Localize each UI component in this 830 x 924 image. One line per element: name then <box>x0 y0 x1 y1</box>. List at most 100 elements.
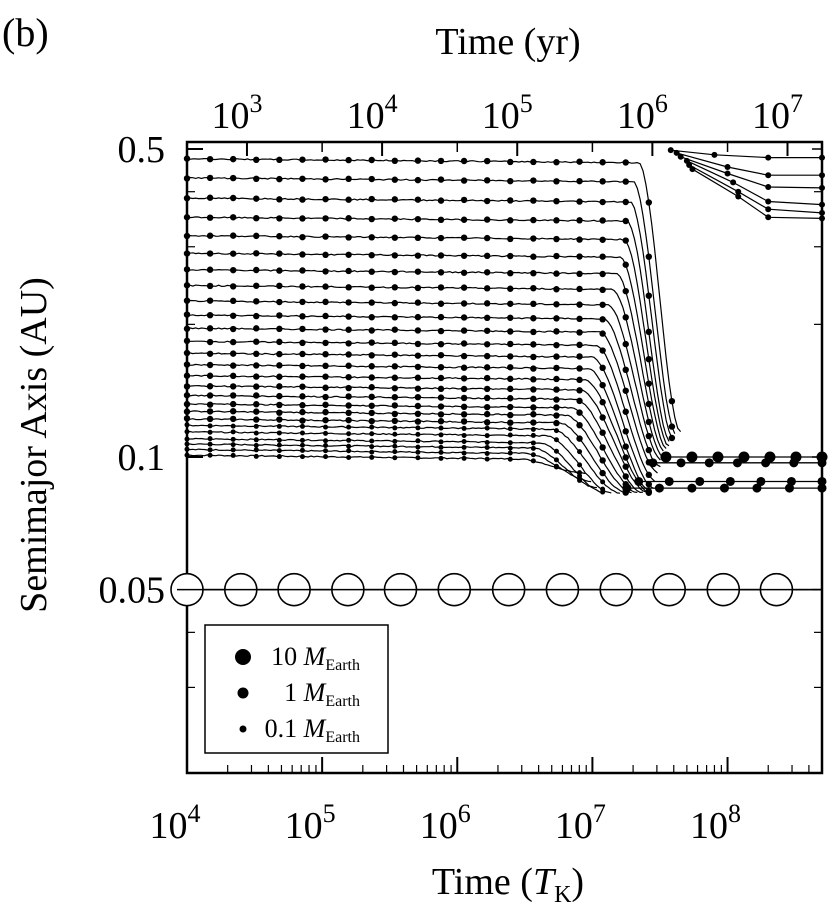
planetesimal-marker <box>530 269 537 277</box>
planetesimal-marker <box>414 234 422 242</box>
planetesimal-marker <box>229 312 237 319</box>
survivor-marker <box>712 451 724 463</box>
x-top-tick-label: 105 <box>482 89 533 137</box>
outer-body-marker <box>667 147 674 154</box>
planetesimal-marker <box>461 444 467 450</box>
planetesimal-marker <box>553 412 560 419</box>
planetesimal-marker <box>391 385 399 392</box>
planetesimal-marker <box>345 373 352 381</box>
survivor-marker <box>695 476 705 486</box>
planetesimal-marker <box>345 313 352 320</box>
planetesimal-marker <box>276 362 283 369</box>
planetesimal-marker <box>437 411 445 418</box>
planetesimal-marker <box>253 416 260 423</box>
planetesimal-marker <box>577 449 583 455</box>
planetesimal-marker <box>577 462 583 468</box>
planetesimal-marker <box>276 338 283 346</box>
planetesimal-marker <box>530 432 536 438</box>
planetesimal-marker <box>322 362 329 370</box>
outer-body-marker <box>677 153 684 160</box>
planetesimal-marker <box>369 431 375 437</box>
planetesimal-marker <box>599 286 606 294</box>
planetesimal-marker <box>229 325 237 333</box>
planetesimal-marker <box>206 232 214 239</box>
planetesimal-marker <box>253 442 259 448</box>
planetesimal-marker <box>461 425 467 431</box>
bottom-axis-label: Time (TK) <box>432 861 584 908</box>
survivor-marker <box>817 483 827 493</box>
planetesimal-marker <box>530 341 537 348</box>
planetesimal-marker <box>369 424 375 430</box>
planetesimal-marker <box>299 423 305 429</box>
planetesimal-marker <box>206 311 214 319</box>
planetesimal-marker <box>484 450 490 456</box>
outer-body-marker <box>765 154 772 161</box>
planetesimal-marker <box>645 328 653 336</box>
planetesimal-marker <box>391 393 399 401</box>
planetesimal-marker <box>507 314 514 321</box>
planetesimal-marker <box>299 393 306 400</box>
planetesimal-marker <box>322 373 329 380</box>
planetesimal-marker <box>645 471 653 479</box>
planetesimal-marker <box>645 446 653 454</box>
planetesimal-marker <box>622 314 629 321</box>
planetesimal-marker <box>599 178 606 185</box>
planetesimal-marker <box>414 215 422 223</box>
planetesimal-marker <box>553 315 560 322</box>
planetesimal-marker <box>322 233 329 240</box>
planetesimal-marker <box>507 375 514 383</box>
planetesimal-marker <box>299 417 306 424</box>
planetesimal-marker <box>414 196 422 203</box>
planetesimal-marker <box>576 198 583 205</box>
outer-body-track <box>692 168 823 219</box>
migration-track <box>186 158 682 432</box>
planetesimal-marker <box>322 326 329 333</box>
outer-body-marker <box>673 149 680 156</box>
planetesimal-marker <box>369 444 375 450</box>
planetesimal-marker <box>530 411 537 418</box>
planetesimal-marker <box>599 198 606 206</box>
planetesimal-marker <box>530 235 537 242</box>
planetesimal-marker <box>460 364 468 371</box>
planetesimal-marker <box>483 394 491 402</box>
planetesimal-marker <box>576 329 583 336</box>
planetesimal-marker <box>276 437 282 443</box>
planetesimal-marker <box>460 403 468 411</box>
migration-track <box>186 448 592 483</box>
planetesimal-marker <box>415 455 421 461</box>
planetesimal-marker <box>206 266 214 273</box>
y-tick-label: 0.05 <box>99 570 166 612</box>
planetesimal-marker <box>622 387 629 394</box>
outer-body-marker <box>735 193 742 200</box>
planetesimal-marker <box>253 392 260 399</box>
planetesimal-marker <box>391 252 399 259</box>
outer-body-track <box>688 164 823 214</box>
migration-track <box>186 234 670 447</box>
planetesimal-marker <box>184 441 190 447</box>
outer-body-marker <box>689 166 696 173</box>
survivor-marker <box>784 483 794 493</box>
planetesimal-marker <box>322 215 329 222</box>
planetesimal-marker <box>253 298 260 305</box>
planetesimal-marker <box>276 448 282 454</box>
planetesimal-marker <box>391 326 399 333</box>
x-top-tick-label: 103 <box>211 89 262 137</box>
planetesimal-marker <box>415 449 421 455</box>
planetesimal-marker <box>530 177 537 184</box>
planetesimal-marker <box>299 196 306 203</box>
planetesimal-marker <box>577 477 583 483</box>
planetesimal-marker <box>183 383 191 390</box>
planetesimal-marker <box>576 421 583 429</box>
planetesimal-marker <box>299 373 306 380</box>
planetesimal-marker <box>437 418 445 425</box>
migration-track <box>186 299 661 461</box>
planetesimal-marker <box>414 327 422 334</box>
planetesimal-marker <box>276 416 283 423</box>
planetesimal-marker <box>299 215 306 222</box>
planetesimal-marker <box>229 372 237 380</box>
planetesimal-marker <box>437 269 445 276</box>
planetesimal-marker <box>414 393 422 401</box>
planetesimal-marker <box>645 400 653 408</box>
planetesimal-marker <box>622 159 629 166</box>
planetesimal-marker <box>253 401 260 408</box>
